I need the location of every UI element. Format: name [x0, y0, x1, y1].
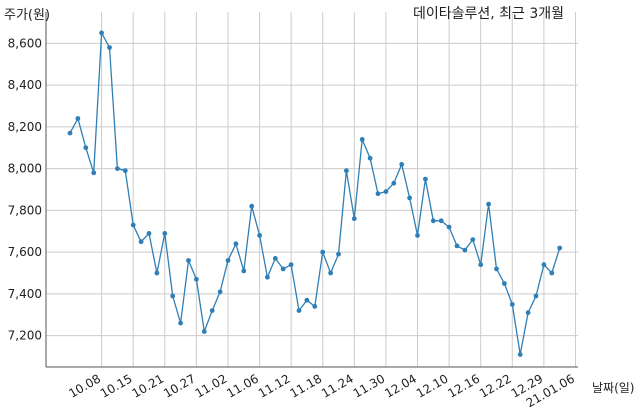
- data-point: [533, 293, 539, 299]
- data-point: [162, 231, 168, 236]
- data-point: [351, 216, 357, 222]
- data-point: [186, 258, 191, 263]
- data-point: [257, 233, 262, 238]
- x-tick-label: 10.08: [66, 371, 103, 400]
- data-point: [209, 308, 215, 313]
- data-point: [470, 237, 476, 243]
- data-point: [107, 45, 112, 50]
- data-point: [336, 251, 341, 257]
- x-tick-label: 10.27: [161, 371, 198, 400]
- data-point: [415, 233, 420, 238]
- data-point: [446, 224, 452, 230]
- data-point: [557, 245, 563, 251]
- x-tick-label: 10.15: [98, 371, 135, 400]
- y-tick-label: 7,600: [8, 245, 42, 259]
- data-point: [399, 162, 405, 167]
- data-point: [115, 166, 120, 172]
- y-tick-label: 8,200: [8, 120, 42, 134]
- data-point: [249, 203, 255, 209]
- data-point: [328, 270, 333, 276]
- data-points: [67, 30, 563, 357]
- x-tick-label: 11.02: [193, 371, 230, 400]
- data-point: [391, 180, 397, 186]
- data-point: [509, 302, 515, 307]
- data-point: [478, 262, 484, 268]
- data-point: [517, 352, 523, 357]
- y-tick-label: 7,400: [8, 287, 42, 301]
- data-point: [438, 218, 444, 224]
- data-point: [288, 262, 294, 268]
- data-point: [454, 243, 460, 249]
- data-point: [486, 201, 491, 207]
- data-point: [383, 189, 389, 195]
- data-point: [146, 231, 152, 236]
- data-point: [359, 137, 365, 142]
- data-point: [265, 274, 270, 280]
- y-tick-label: 8,600: [8, 36, 42, 50]
- x-tick-label: 12.22: [477, 371, 514, 400]
- data-point: [99, 30, 104, 36]
- data-point: [217, 289, 223, 295]
- chart-title: 데이타솔루션, 최근 3개월: [413, 6, 564, 22]
- y-tick-label: 7,800: [8, 203, 42, 217]
- data-point: [194, 276, 199, 282]
- data-point: [241, 268, 247, 274]
- data-point: [423, 176, 428, 182]
- vertical-gridlines: [101, 12, 576, 367]
- data-point: [312, 304, 318, 309]
- data-point: [494, 266, 499, 272]
- data-point: [201, 329, 207, 334]
- data-point: [296, 308, 302, 313]
- data-point: [67, 130, 73, 136]
- data-point: [502, 281, 507, 286]
- data-point: [225, 258, 231, 263]
- x-tick-label: 11.06: [224, 371, 261, 400]
- data-point: [178, 320, 184, 326]
- horizontal-gridlines: [46, 42, 578, 337]
- y-axis-label: 주가(원): [4, 8, 50, 23]
- data-point: [541, 262, 547, 268]
- data-point: [233, 241, 239, 247]
- data-point: [75, 116, 81, 121]
- x-tick-label: 12.04: [382, 371, 419, 400]
- y-tick-labels: 7,200 7,400 7,600 7,800 8,000 8,200 8,400 8,600: [8, 36, 42, 342]
- data-point: [462, 247, 468, 253]
- data-point: [83, 145, 89, 151]
- data-point: [525, 310, 531, 316]
- data-point: [272, 256, 278, 261]
- data-point: [130, 222, 136, 228]
- x-tick-label: 11.24: [319, 371, 356, 400]
- data-point: [122, 168, 128, 174]
- data-point: [91, 170, 97, 176]
- x-tick-label: 11.12: [256, 371, 293, 400]
- y-tick-label: 7,200: [8, 329, 42, 343]
- x-tick-label: 11.18: [287, 371, 324, 400]
- data-point: [407, 195, 412, 201]
- data-point: [154, 270, 160, 276]
- x-tick-label: 10.21: [130, 371, 167, 400]
- data-point: [549, 270, 555, 276]
- data-point: [280, 266, 286, 272]
- data-point: [170, 293, 176, 299]
- y-tick-label: 8,000: [8, 162, 42, 176]
- data-point: [430, 218, 436, 224]
- data-point: [344, 168, 349, 174]
- data-point: [367, 155, 373, 161]
- x-tick-labels: 10.0810.1510.2110.2711.0211.0611.1211.18…: [66, 371, 577, 410]
- x-tick-label: 11.30: [351, 371, 388, 400]
- data-point: [375, 191, 381, 197]
- data-point: [320, 249, 326, 255]
- data-point: [138, 239, 144, 245]
- data-point: [304, 297, 310, 303]
- y-tick-label: 8,400: [8, 78, 42, 92]
- x-tick-label: 12.10: [414, 371, 451, 400]
- x-tick-label: 12.16: [445, 371, 482, 400]
- x-axis-label: 날짜(일): [592, 381, 634, 395]
